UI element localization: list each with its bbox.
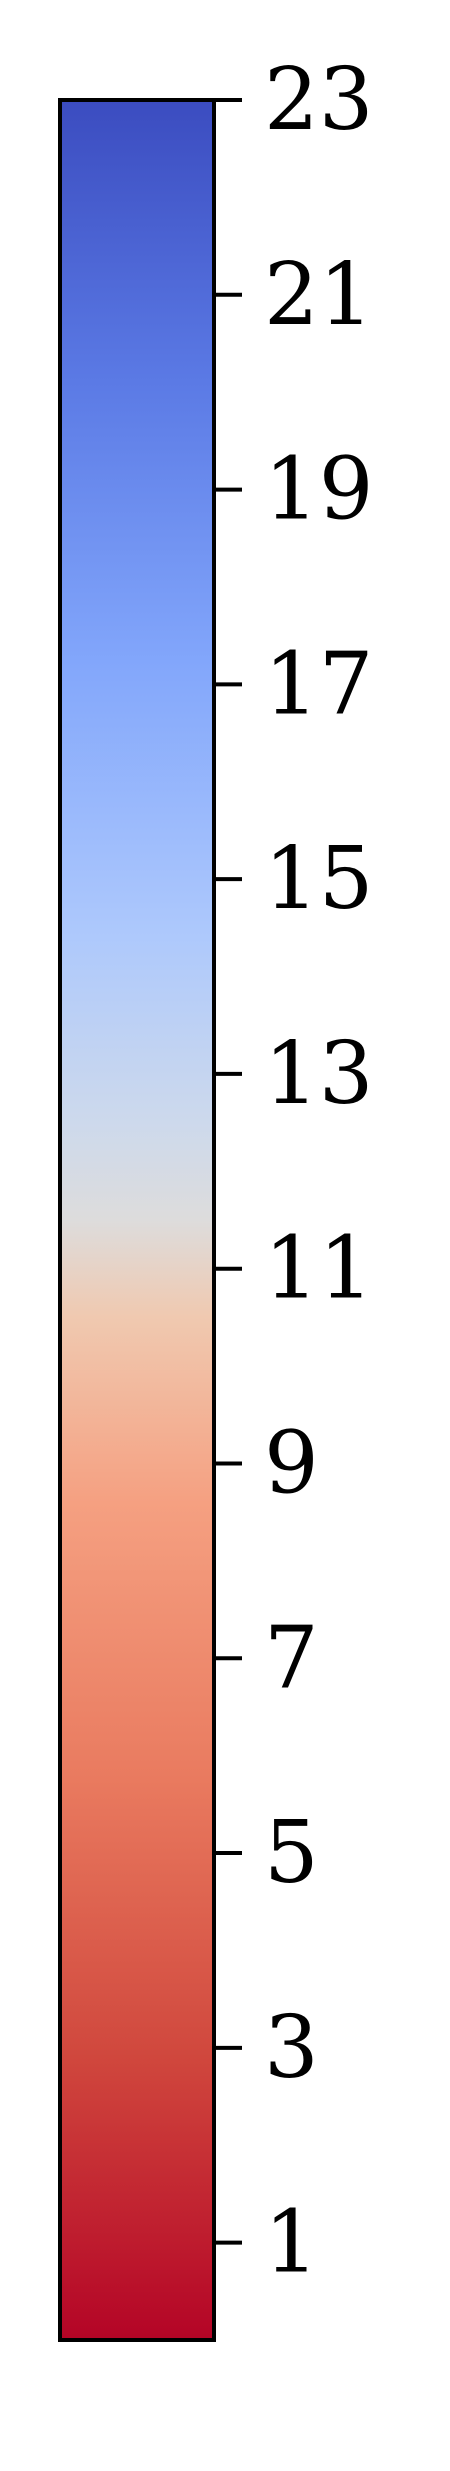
tick-label: 15 bbox=[264, 829, 373, 929]
tick-label: 3 bbox=[264, 1998, 319, 2098]
tick-label: 23 bbox=[264, 50, 373, 150]
tick-label: 1 bbox=[264, 2193, 319, 2293]
tick-label: 17 bbox=[264, 634, 373, 734]
tick-label: 11 bbox=[264, 1219, 373, 1319]
tick-label: 9 bbox=[264, 1413, 319, 1513]
tick-label: 21 bbox=[264, 245, 373, 345]
tick-label: 13 bbox=[264, 1024, 373, 1124]
tick-label: 7 bbox=[264, 1608, 319, 1708]
colorbar-gradient bbox=[60, 100, 214, 2340]
tick-label: 5 bbox=[264, 1803, 319, 1903]
colorbar-frame bbox=[58, 98, 216, 2342]
tick-label: 19 bbox=[264, 440, 373, 540]
